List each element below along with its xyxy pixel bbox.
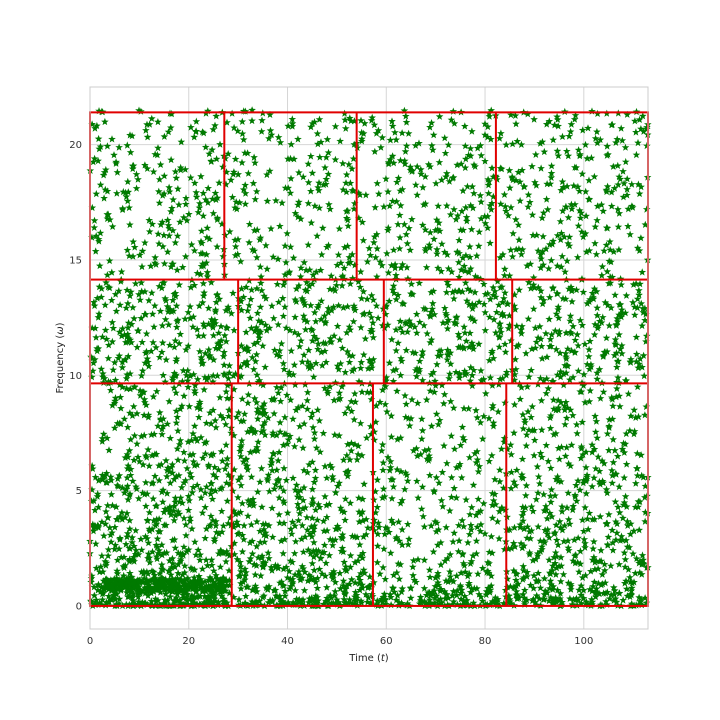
x-axis-label: Time (t) — [348, 653, 388, 664]
y-tick-label: 20 — [69, 140, 82, 151]
x-tick-label: 80 — [479, 636, 492, 647]
x-tick-label: 60 — [380, 636, 393, 647]
x-tick-label: 100 — [574, 636, 593, 647]
y-tick-label: 5 — [76, 486, 82, 497]
y-tick-label: 15 — [69, 255, 82, 266]
x-tick-label: 0 — [87, 636, 93, 647]
x-tick-label: 20 — [182, 636, 195, 647]
y-tick-label: 10 — [69, 371, 82, 382]
y-tick-labels: 0 5 10 15 20 — [69, 140, 82, 612]
x-tick-label: 40 — [281, 636, 294, 647]
x-tick-labels: 0 20 40 60 80 100 — [87, 636, 594, 647]
y-tick-label: 0 — [76, 601, 82, 612]
y-axis-label: Frequency (ω) — [55, 322, 66, 393]
